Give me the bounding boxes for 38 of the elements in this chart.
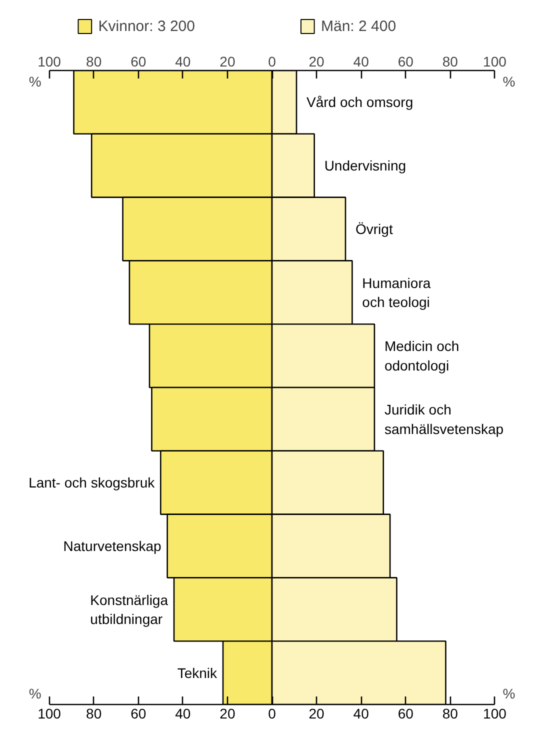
text: % [502,686,516,702]
x-tick-label: 60 [398,54,414,70]
x2-tick-label: 20 [220,706,236,722]
x-tick-label: 80 [442,54,458,70]
y-tick-label: Juridik och samhällsvetenskap [384,402,504,437]
y-tick-label: Humaniora och teologi [362,274,431,310]
x-axis-title: % [502,74,516,90]
y-tick-label: Övrigt [356,221,393,237]
legend-label: Kvinnor: 3 200 [98,18,196,35]
x-tick-label: 100 [483,54,507,70]
text: % [28,74,42,90]
y-tick-label: Konstnärliga utbildningar [90,592,168,627]
x-tick-label: 20 [220,54,236,70]
x-tick-label: 80 [86,54,102,70]
x2-tick-label: 60 [398,706,414,722]
y-tick-label: Medicin och odontologi [384,338,460,374]
y-tick-label: Naturvetenskap [63,538,162,554]
x-tick-label: 20 [308,54,325,70]
x2-tick-label: 60 [130,706,146,722]
y-tick-label: Teknik [177,664,218,681]
x2-tick-label: 100 [483,706,507,722]
x2-tick-label: 40 [353,706,370,722]
y-tick-label: Lant- och skogsbruk [28,474,156,491]
x2-tick-label: 40 [175,706,191,722]
x2-tick-label: 80 [442,706,458,722]
x-tick-label: 0 [268,54,276,70]
x2-tick-label: 0 [268,706,276,722]
legend-label: Män: 2 400 [321,18,396,35]
y-tick-label: Vård och omsorg [306,94,414,110]
x-tick-label: 40 [353,54,370,70]
x2-tick-label: 20 [308,706,325,722]
y-tick-label: Undervisning [324,158,406,174]
x2-tick-label: 80 [86,706,102,722]
x-tick-label: 40 [175,54,191,70]
x-tick-label: 60 [130,54,146,70]
x-tick-label: 100 [38,54,62,70]
x2-tick-label: 100 [38,706,62,722]
text: % [28,686,42,702]
